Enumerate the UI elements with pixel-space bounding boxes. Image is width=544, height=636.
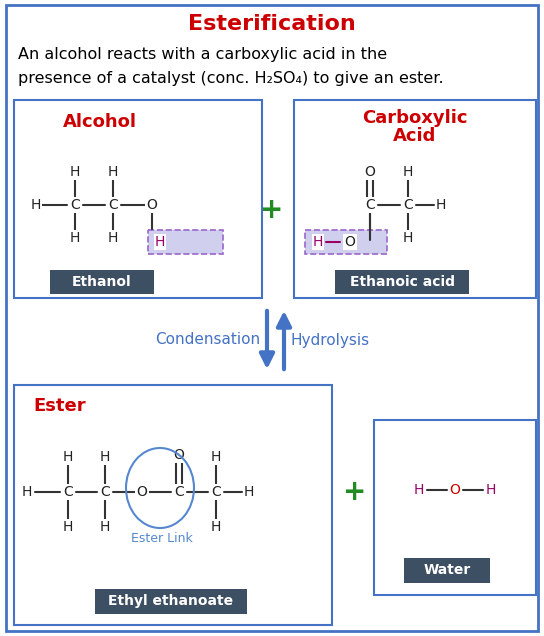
- Text: C: C: [174, 485, 184, 499]
- Text: H: H: [414, 483, 424, 497]
- FancyBboxPatch shape: [305, 230, 387, 254]
- Text: Ester Link: Ester Link: [131, 532, 193, 544]
- Text: An alcohol reacts with a carboxylic acid in the: An alcohol reacts with a carboxylic acid…: [18, 48, 387, 62]
- Text: C: C: [100, 485, 110, 499]
- Text: H: H: [211, 520, 221, 534]
- Text: Ethanol: Ethanol: [72, 275, 132, 289]
- Text: H: H: [403, 231, 413, 245]
- Text: O: O: [137, 485, 147, 499]
- Text: H: H: [22, 485, 32, 499]
- Text: H: H: [70, 231, 80, 245]
- FancyBboxPatch shape: [14, 385, 332, 625]
- FancyBboxPatch shape: [50, 270, 154, 294]
- Text: Hydrolysis: Hydrolysis: [290, 333, 369, 347]
- Text: H: H: [436, 198, 446, 212]
- Text: Ethanoic acid: Ethanoic acid: [349, 275, 454, 289]
- Text: C: C: [108, 198, 118, 212]
- Text: Ester: Ester: [34, 397, 86, 415]
- Text: H: H: [100, 450, 110, 464]
- Text: +: +: [343, 478, 367, 506]
- Text: O: O: [364, 165, 375, 179]
- Text: O: O: [449, 483, 460, 497]
- Text: H: H: [31, 198, 41, 212]
- FancyBboxPatch shape: [14, 100, 262, 298]
- Text: H: H: [403, 165, 413, 179]
- Text: O: O: [146, 198, 157, 212]
- Text: H: H: [108, 165, 118, 179]
- Text: Alcohol: Alcohol: [63, 113, 137, 131]
- Text: H: H: [313, 235, 323, 249]
- Text: H: H: [63, 520, 73, 534]
- FancyBboxPatch shape: [95, 589, 247, 614]
- FancyBboxPatch shape: [148, 230, 223, 254]
- FancyBboxPatch shape: [374, 420, 536, 595]
- Text: H: H: [211, 450, 221, 464]
- Text: H: H: [244, 485, 254, 499]
- FancyBboxPatch shape: [404, 558, 490, 583]
- Text: presence of a catalyst (conc. H₂SO₄) to give an ester.: presence of a catalyst (conc. H₂SO₄) to …: [18, 71, 443, 85]
- Text: Water: Water: [423, 563, 471, 577]
- Text: C: C: [365, 198, 375, 212]
- Text: C: C: [211, 485, 221, 499]
- Text: H: H: [63, 450, 73, 464]
- FancyBboxPatch shape: [335, 270, 469, 294]
- Text: H: H: [486, 483, 496, 497]
- Text: Esterification: Esterification: [188, 14, 356, 34]
- Text: H: H: [108, 231, 118, 245]
- Text: H: H: [155, 235, 165, 249]
- FancyBboxPatch shape: [6, 5, 538, 631]
- Text: H: H: [70, 165, 80, 179]
- Text: O: O: [344, 235, 355, 249]
- Text: Carboxylic: Carboxylic: [362, 109, 468, 127]
- Text: C: C: [63, 485, 73, 499]
- Text: O: O: [174, 448, 184, 462]
- Text: Acid: Acid: [393, 127, 437, 145]
- Text: Ethyl ethanoate: Ethyl ethanoate: [108, 594, 233, 608]
- Text: H: H: [100, 520, 110, 534]
- Text: C: C: [403, 198, 413, 212]
- FancyBboxPatch shape: [294, 100, 536, 298]
- Text: C: C: [70, 198, 80, 212]
- Text: Condensation: Condensation: [155, 333, 260, 347]
- Text: +: +: [261, 196, 283, 224]
